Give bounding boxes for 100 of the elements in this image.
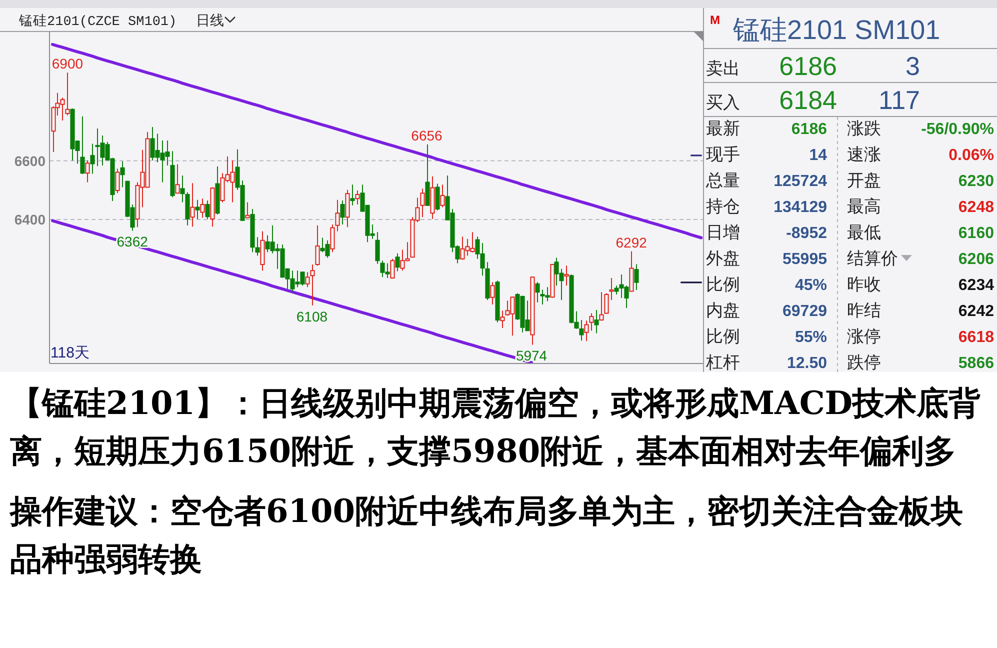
candlestick (190, 182, 195, 228)
text: 比例 (706, 275, 740, 294)
text: 卖出 (706, 59, 740, 78)
text: 买入 (706, 93, 740, 112)
candlestick (435, 183, 440, 211)
candlestick (310, 264, 315, 306)
candlestick (355, 190, 360, 206)
candlestick (599, 292, 604, 322)
candlestick (584, 320, 589, 342)
candlestick (589, 312, 594, 332)
candlestick (350, 184, 355, 206)
candlestick (430, 176, 435, 220)
text: 总量 (705, 171, 740, 190)
candlestick (609, 278, 614, 301)
candlestick (375, 232, 380, 264)
text: 开盘 (847, 171, 881, 190)
text: 内盘 (706, 301, 740, 320)
candlestick (345, 189, 350, 228)
text: 6248 (958, 199, 994, 216)
candlestick (500, 310, 505, 328)
candlestick (115, 168, 120, 194)
candlestick (65, 72, 70, 116)
annotation: 6108 (296, 308, 328, 324)
candlestick (395, 252, 400, 272)
text: 6206 (958, 251, 994, 268)
chart-title: 锰硅2101(CZCE SM101) (18, 13, 177, 30)
candlestick (564, 265, 569, 286)
text: 14 (809, 147, 828, 164)
candlestick (330, 224, 335, 253)
text: 0.06% (948, 147, 994, 164)
text: 【锰硅2101】：日线级别中期震荡偏空，或将形成MACD技术底背离，短期压力6150附近，支撑5980附近，基本面相对去年偏利多 (10, 383, 982, 472)
candlestick (634, 264, 639, 291)
candlestick (195, 199, 200, 220)
text: 昨结 (847, 301, 881, 320)
candlestick (490, 282, 495, 305)
text: 6160 (958, 225, 994, 242)
annotation: 5974 (516, 348, 548, 364)
text: -8952 (786, 225, 828, 242)
candlestick (390, 258, 395, 280)
text: 6184 (779, 85, 837, 115)
candlestick (120, 160, 125, 188)
text: 12.50 (786, 355, 828, 372)
candlestick (210, 186, 215, 228)
candlestick (604, 292, 609, 314)
text: 操作建议：空仓者6100附近中线布局多单为主，密切关注合金板块品种强弱转换 (10, 491, 964, 580)
candlestick (175, 164, 180, 194)
text: 最高 (847, 197, 881, 216)
candlestick (629, 250, 634, 292)
candlestick (579, 320, 584, 342)
text: 跌停 (847, 353, 881, 372)
text: 锰硅2101 SM101 (732, 15, 940, 45)
text: 6618 (958, 329, 994, 346)
candlestick (440, 184, 445, 208)
annotation: 118天 (50, 344, 90, 362)
candlestick (245, 202, 250, 219)
text: 比例 (706, 327, 740, 346)
candlestick (80, 116, 85, 174)
text: 55995 (782, 251, 828, 268)
text: 日增 (706, 223, 740, 242)
text: 117 (878, 85, 920, 115)
y-tick-label: 6600 (14, 152, 46, 169)
candlestick (85, 160, 90, 183)
candlestick (420, 188, 425, 218)
annotation: 6656 (411, 127, 443, 144)
text: 6230 (958, 173, 994, 190)
text: 134129 (774, 199, 828, 216)
candlestick (260, 230, 265, 272)
candlestick (185, 192, 190, 226)
text: 6186 (779, 51, 837, 81)
candlestick (485, 262, 490, 301)
candlestick (495, 280, 500, 323)
text: 结算价 (847, 249, 898, 268)
candlestick (90, 143, 95, 174)
text: 速涨 (847, 145, 881, 164)
text: 涨跌 (847, 119, 881, 138)
candlestick (200, 198, 205, 218)
text: 6242 (958, 303, 994, 320)
candlestick (550, 263, 555, 298)
text: 现手 (706, 145, 740, 164)
candlestick (305, 272, 310, 288)
text: 昨收 (847, 275, 881, 294)
text: 持仓 (706, 197, 740, 216)
candlestick (170, 150, 175, 198)
text: 外盘 (706, 249, 740, 268)
chart-subtitle: 日线 (196, 12, 224, 28)
text: 6186 (791, 121, 828, 138)
candlestick (594, 310, 599, 334)
text: 最低 (847, 223, 881, 242)
text: 涨停 (847, 327, 881, 346)
text: M (710, 13, 720, 27)
candlestick (535, 282, 540, 303)
text: 45% (794, 277, 827, 294)
candlestick (530, 276, 535, 346)
candlestick (180, 174, 185, 203)
text: 杠杆 (705, 353, 740, 372)
text: 69729 (782, 303, 828, 320)
annotation: 6292 (616, 234, 648, 250)
text: 5866 (958, 355, 994, 372)
candlestick (205, 200, 210, 220)
text: 55% (794, 329, 827, 346)
